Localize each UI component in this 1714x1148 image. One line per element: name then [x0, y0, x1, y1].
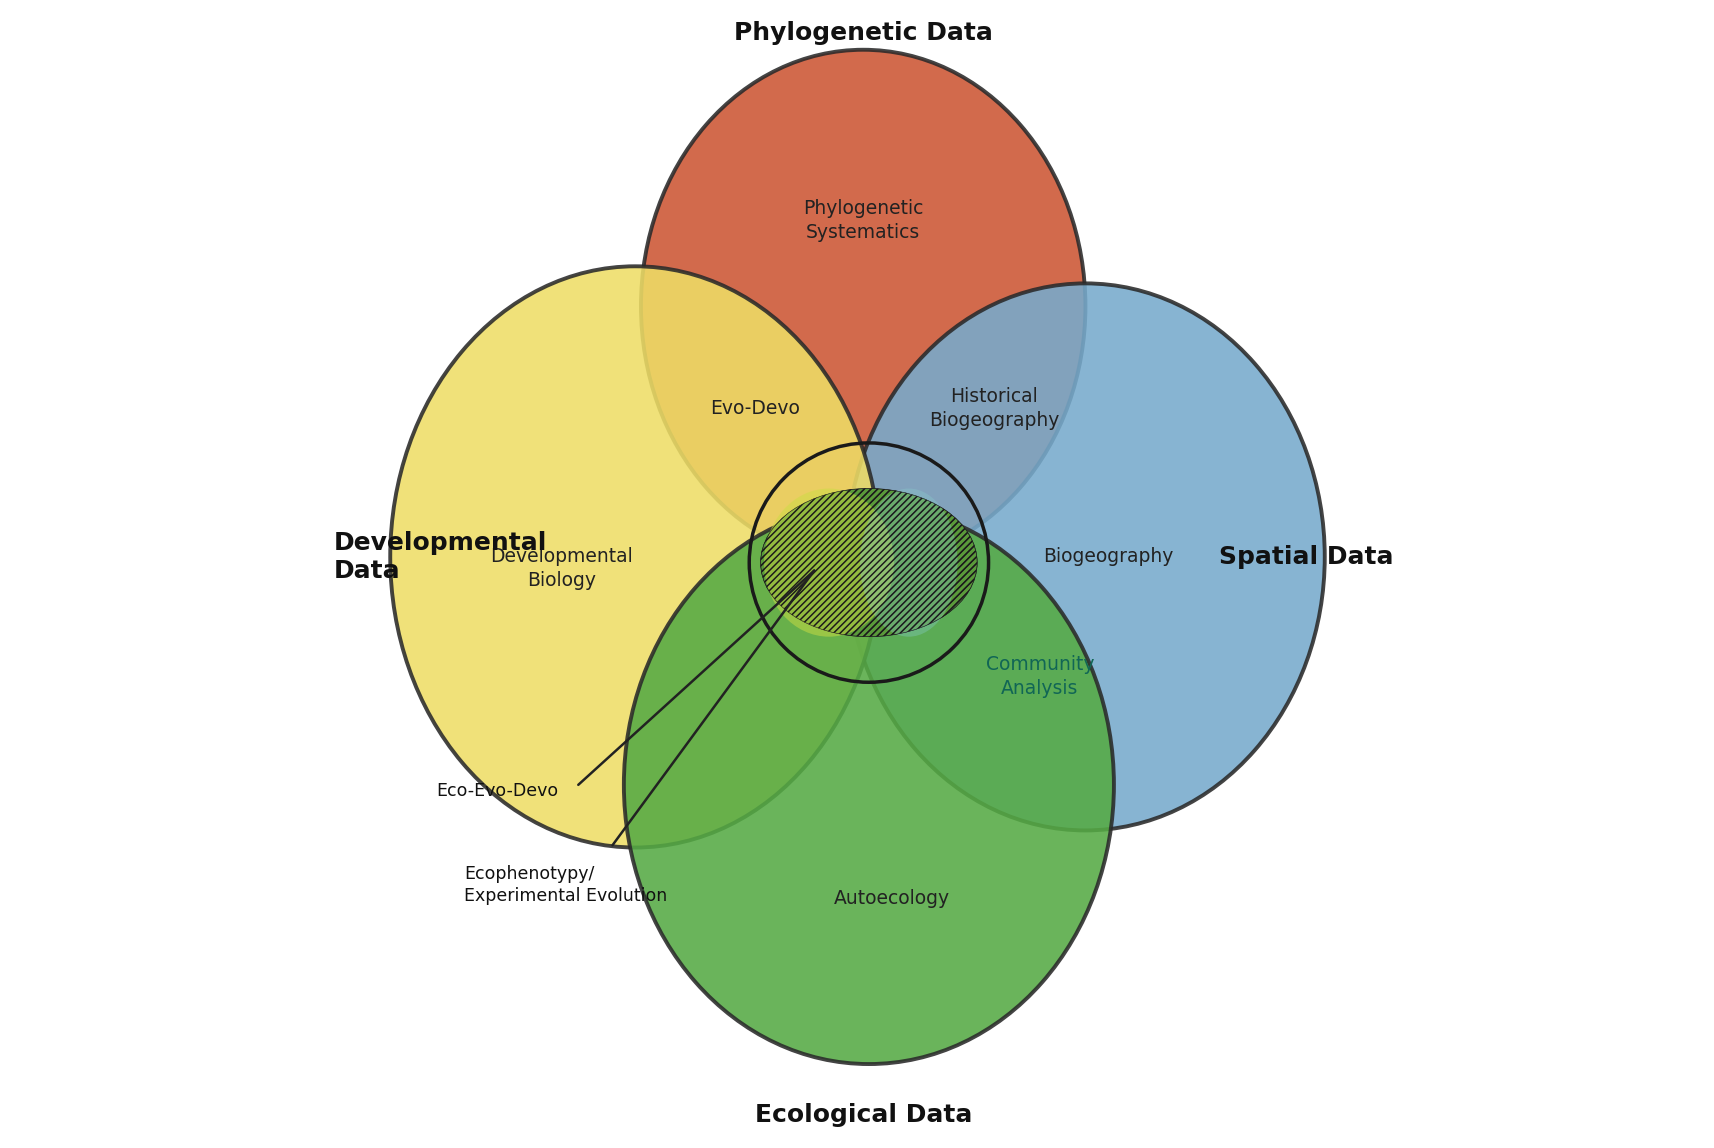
Text: Eco-Evo-Devo: Eco-Evo-Devo — [435, 782, 557, 799]
Ellipse shape — [845, 284, 1323, 830]
Ellipse shape — [641, 49, 1085, 563]
Text: Autoecology: Autoecology — [833, 890, 950, 908]
Text: Biogeography: Biogeography — [1042, 548, 1172, 566]
Text: Ecophenotypy/
Experimental Evolution: Ecophenotypy/ Experimental Evolution — [464, 864, 667, 905]
Text: Historical
Biogeography: Historical Biogeography — [929, 388, 1059, 430]
Text: Developmental
Data: Developmental Data — [333, 532, 547, 583]
Text: Phylogenetic
Systematics: Phylogenetic Systematics — [802, 200, 922, 242]
Text: Evo-Devo: Evo-Devo — [710, 400, 799, 418]
Text: Ecological Data: Ecological Data — [754, 1103, 972, 1127]
Text: Spatial Data: Spatial Data — [1219, 545, 1392, 569]
Ellipse shape — [624, 505, 1114, 1064]
Text: Community
Analysis: Community Analysis — [986, 656, 1094, 698]
Text: Phylogenetic Data: Phylogenetic Data — [734, 21, 992, 45]
Ellipse shape — [761, 489, 977, 637]
Ellipse shape — [764, 489, 893, 637]
Text: Developmental
Biology: Developmental Biology — [490, 548, 632, 590]
Ellipse shape — [859, 489, 956, 637]
Ellipse shape — [391, 266, 879, 847]
